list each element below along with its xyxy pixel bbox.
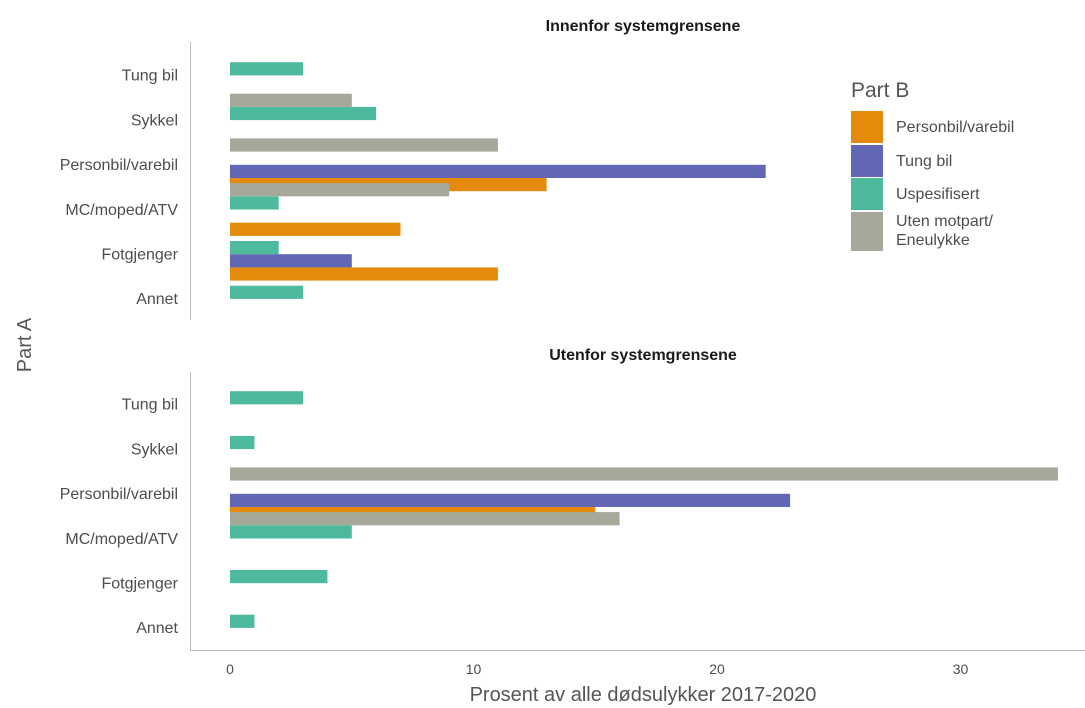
category-label: Tung bil bbox=[122, 397, 178, 414]
legend-swatch-tungbil bbox=[851, 145, 883, 177]
category-label: Personbil/varebil bbox=[60, 157, 178, 174]
y-axis-title: Part A bbox=[14, 317, 36, 372]
bar-uten bbox=[230, 138, 498, 152]
bar-uten bbox=[230, 467, 1058, 481]
category-label: Sykkel bbox=[131, 112, 178, 129]
bar-uspes bbox=[230, 196, 279, 210]
legend-label-uspes: Uspesifisert bbox=[896, 186, 980, 203]
facet-panel: Innenfor systemgrensene Tung bil Sykkel Per… bbox=[60, 18, 766, 320]
bar-uspes bbox=[230, 614, 255, 628]
legend-label-uten: Eneulykke bbox=[896, 232, 970, 249]
legend-label-personbil: Personbil/varebil bbox=[896, 119, 1014, 136]
bar-uspes bbox=[230, 62, 304, 76]
bar-tungbil bbox=[230, 254, 352, 268]
bar-uspes bbox=[230, 106, 377, 121]
facet-panels: Innenfor systemgrensene Tung bil Sykkel Per… bbox=[60, 18, 1058, 650]
legend-swatch-uten bbox=[851, 212, 883, 251]
legend: Part B Personbil/varebil Tung bil Uspesifis… bbox=[851, 79, 1014, 251]
legend-label-uten: Uten motpart/ bbox=[896, 213, 993, 230]
category-label: Fotgjenger bbox=[102, 576, 179, 593]
bar-tungbil bbox=[230, 164, 766, 178]
bar-uspes bbox=[230, 525, 352, 539]
panel-title: Innenfor systemgrensene bbox=[546, 18, 741, 35]
legend-swatch-personbil bbox=[851, 111, 883, 143]
category-label: Annet bbox=[136, 620, 178, 637]
x-axis: 0 10 20 30 bbox=[190, 650, 1085, 677]
legend-swatch-uspes bbox=[851, 178, 883, 210]
legend-title: Part B bbox=[851, 79, 909, 102]
legend-label-tungbil: Tung bil bbox=[896, 153, 952, 170]
category-label: Tung bil bbox=[122, 68, 178, 85]
bar-uspes bbox=[230, 435, 255, 450]
category-label: Fotgjenger bbox=[102, 247, 179, 264]
bar-tungbil bbox=[230, 493, 791, 507]
bar-uten bbox=[230, 183, 450, 197]
x-axis-title: Prosent av alle dødsulykker 2017-2020 bbox=[470, 684, 817, 706]
x-tick-label: 20 bbox=[709, 661, 725, 677]
category-label: MC/moped/ATV bbox=[65, 531, 178, 548]
category-label: MC/moped/ATV bbox=[65, 202, 178, 219]
bar-uten bbox=[230, 93, 352, 107]
category-label: Annet bbox=[136, 291, 178, 308]
x-tick-label: 10 bbox=[466, 661, 482, 677]
category-label: Personbil/varebil bbox=[60, 486, 178, 503]
bar-personbil bbox=[230, 267, 498, 281]
x-tick-label: 0 bbox=[226, 661, 234, 677]
x-tick-label: 30 bbox=[953, 661, 969, 677]
panel-title: Utenfor systemgrensene bbox=[549, 347, 737, 364]
bar-uspes bbox=[230, 285, 304, 299]
bar-uspes bbox=[230, 570, 328, 584]
bar-uspes bbox=[230, 241, 279, 255]
bar-personbil bbox=[230, 222, 401, 236]
category-label: Sykkel bbox=[131, 441, 178, 458]
facet-panel: Utenfor systemgrensene Tung bil Sykkel Pers… bbox=[60, 347, 1058, 650]
bar-uten bbox=[230, 512, 620, 526]
bar-uspes bbox=[230, 391, 304, 405]
